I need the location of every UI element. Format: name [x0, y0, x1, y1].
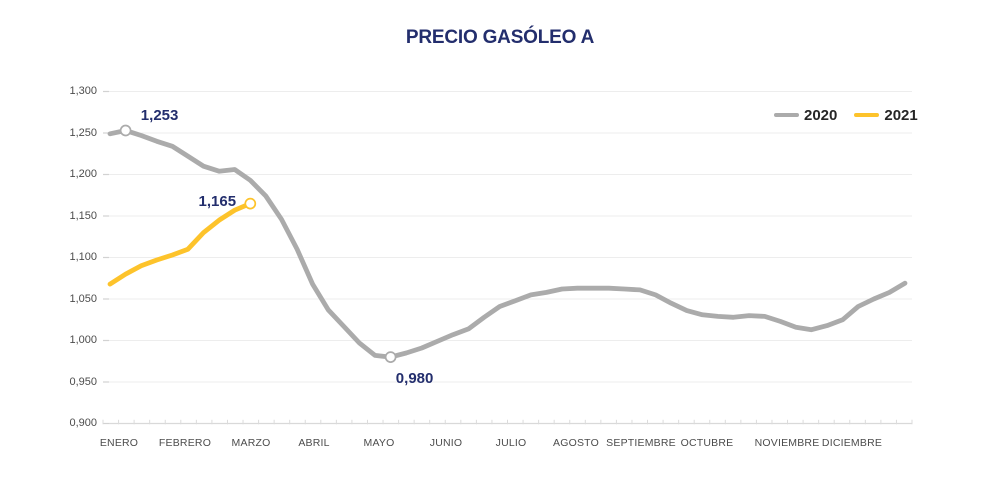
x-axis-month-label: JULIO — [495, 437, 527, 449]
data-label: 1,165 — [198, 192, 237, 210]
x-axis-month-label: ENERO — [99, 437, 139, 449]
x-axis-month-label: AGOSTO — [553, 437, 599, 449]
y-axis-tick-label: 1,100 — [69, 251, 97, 263]
y-axis-tick-label: 1,300 — [69, 85, 97, 97]
chart-title: PRECIO GASÓLEO A — [405, 27, 595, 48]
y-axis-tick-label: 1,200 — [69, 168, 97, 180]
data-point-marker — [384, 351, 397, 363]
legend-line-icon — [774, 112, 799, 118]
y-axis-tick-label: 1,150 — [69, 209, 97, 222]
x-axis-month-label: OCTUBRE — [680, 437, 734, 449]
legend-line-icon — [854, 112, 880, 118]
legend-item-2021: 2021 — [854, 106, 918, 124]
data-label: 0,980 — [395, 370, 434, 388]
x-axis-month-label: JUNIO — [429, 437, 463, 449]
legend-label: 2021 — [884, 106, 918, 124]
legend-label: 2020 — [804, 106, 838, 124]
x-axis-month-label: SEPTIEMBRE — [606, 437, 676, 449]
series-line-2020 — [107, 128, 908, 360]
x-axis-month-label: FEBRERO — [158, 437, 212, 449]
y-axis-tick-label: 1,250 — [69, 126, 97, 139]
x-axis-month-label: MARZO — [231, 437, 271, 449]
x-axis-month-label: ABRIL — [298, 437, 330, 449]
data-point-marker — [244, 197, 257, 210]
legend-item-2020: 2020 — [774, 107, 837, 124]
y-axis-tick-label: 0,950 — [69, 375, 97, 388]
y-axis-tick-label: 1,050 — [69, 292, 97, 305]
data-label: 1,253 — [140, 106, 179, 124]
x-axis-month-label: NOVIEMBRE — [754, 437, 820, 449]
y-axis-tick-label: 1,000 — [69, 334, 97, 346]
x-axis-month-label: MAYO — [363, 437, 395, 449]
legend: 2020 2021 — [774, 104, 918, 126]
y-axis-tick-label: 0,900 — [69, 417, 97, 429]
data-point-marker — [119, 124, 132, 137]
series-line-2021 — [107, 201, 253, 287]
x-axis-month-label: DICIEMBRE — [821, 437, 883, 449]
